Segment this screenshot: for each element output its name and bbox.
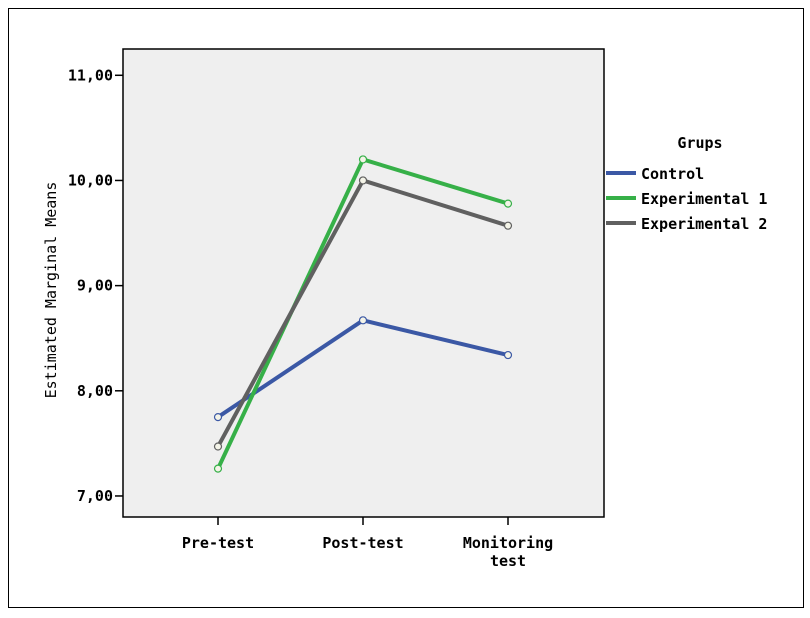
plot-area bbox=[122, 48, 605, 518]
data-point-experimental-2 bbox=[358, 176, 368, 185]
y-axis: 7,00 8,00 9,00 10,00 11,00 bbox=[68, 66, 123, 505]
data-point-experimental-2 bbox=[503, 221, 513, 230]
data-point-experimental-1 bbox=[213, 464, 223, 473]
y-tick-label: 8,00 bbox=[77, 382, 113, 400]
data-point-control bbox=[503, 350, 513, 360]
x-tick-label: Post-test bbox=[322, 534, 403, 552]
x-tick-label: Pre-test bbox=[182, 534, 254, 552]
data-point-experimental-2 bbox=[213, 442, 223, 451]
legend-label-experimental-1: Experimental 1 bbox=[641, 190, 767, 208]
legend-label-experimental-2: Experimental 2 bbox=[641, 215, 767, 233]
legend-label-control: Control bbox=[641, 165, 704, 183]
data-point-control bbox=[358, 316, 368, 325]
y-tick-label: 7,00 bbox=[77, 487, 113, 505]
x-tick-label: Monitoring test bbox=[463, 534, 553, 570]
legend-title: Grups bbox=[677, 134, 722, 152]
data-point-control bbox=[213, 412, 223, 422]
x-axis: Pre-test Post-test Monitoring test bbox=[182, 517, 553, 570]
series-layer bbox=[213, 155, 513, 473]
y-tick-label: 10,00 bbox=[68, 171, 113, 189]
y-tick-label: 11,00 bbox=[68, 66, 113, 84]
data-point-experimental-1 bbox=[358, 155, 368, 164]
y-tick-label: 9,00 bbox=[77, 277, 113, 295]
data-point-experimental-1 bbox=[503, 199, 513, 208]
y-axis-title: Estimated Marginal Means bbox=[42, 182, 60, 399]
legend: Grups Control Experimental 1 Experimental … bbox=[606, 134, 767, 233]
